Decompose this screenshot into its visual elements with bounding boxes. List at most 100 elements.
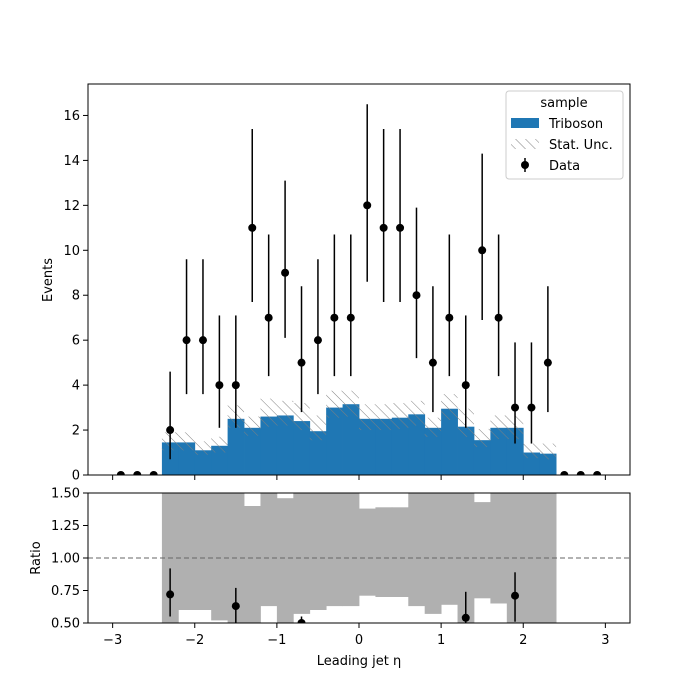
stat-unc-band: [490, 415, 507, 440]
triboson-bar: [473, 440, 491, 475]
main-y-tick-label: 10: [63, 244, 80, 259]
stat-unc-band: [424, 417, 442, 437]
main-y-tick-label: 6: [72, 334, 80, 349]
stat-unc-band: [260, 398, 277, 427]
ratio-y-tick-label: 1.25: [51, 519, 80, 534]
triboson-bar: [227, 418, 245, 475]
ratio-unc-band: [473, 502, 491, 599]
legend-label-stat-unc: Stat. Unc.: [549, 138, 613, 153]
x-tick-label: −2: [185, 633, 204, 648]
data-point: [379, 223, 388, 232]
ratio-unc-band: [375, 507, 393, 597]
ratio-unc-band: [309, 493, 327, 610]
legend-title: sample: [540, 96, 587, 111]
triboson-bar: [260, 416, 278, 475]
ratio-y-axis-title: Ratio: [29, 541, 44, 574]
ratio-y-tick-label: 1.00: [51, 552, 80, 567]
data-point: [297, 358, 306, 367]
main-y-tick-label: 0: [72, 469, 80, 484]
data-point: [593, 471, 602, 475]
ratio-point: [297, 619, 306, 623]
ratio-point: [461, 613, 470, 622]
data-point: [428, 358, 437, 367]
triboson-bar: [359, 418, 376, 475]
legend: sample Triboson Stat. Unc. Data: [505, 90, 624, 180]
data-point: [494, 313, 503, 322]
stat-unc-band: [293, 403, 310, 431]
triboson-bar: [244, 427, 261, 475]
ratio-point: [166, 590, 175, 599]
x-tick-label: 0: [355, 633, 363, 648]
stat-unc-band: [539, 443, 557, 460]
data-point: [576, 471, 585, 475]
stat-unc-band: [408, 400, 425, 426]
stat-unc-band: [441, 394, 458, 420]
stat-unc-band: [391, 403, 409, 429]
triboson-bar: [326, 407, 343, 475]
stat-unc-band: [342, 390, 359, 417]
data-point: [445, 313, 454, 322]
x-tick-label: −1: [267, 633, 286, 648]
main-y-tick-label: 14: [63, 154, 80, 169]
ratio-unc-band: [326, 493, 343, 607]
ratio-unc-band: [342, 493, 360, 607]
ratio-unc-band: [424, 493, 442, 614]
data-point: [363, 201, 372, 210]
data-point: [182, 336, 191, 345]
ratio-unc-band: [408, 493, 426, 607]
ratio-unc-band: [391, 507, 409, 597]
ratio-plot-area: [88, 493, 630, 623]
ratio-unc-band: [244, 506, 261, 623]
ratio-unc-band: [194, 493, 212, 610]
stat-unc-band: [211, 436, 228, 453]
x-tick-label: 3: [601, 633, 609, 648]
triboson-bar: [178, 442, 196, 475]
stat-unc-band: [194, 441, 212, 455]
data-point: [281, 268, 290, 277]
data-point: [330, 313, 339, 322]
main-y-tick-label: 8: [72, 289, 80, 304]
ratio-unc-band: [178, 493, 196, 610]
x-tick-label: −3: [103, 633, 122, 648]
triboson-bar: [342, 404, 360, 475]
stat-unc-band: [326, 390, 343, 418]
triboson-bar: [457, 426, 475, 475]
data-point: [231, 381, 240, 390]
data-point: [149, 471, 158, 475]
legend-label-triboson: Triboson: [548, 117, 603, 132]
triboson-bar: [276, 415, 294, 475]
triboson-bar: [375, 418, 393, 475]
legend-box: [505, 90, 624, 180]
main-y-tick-label: 12: [63, 199, 80, 214]
main-y-tick-label: 16: [63, 109, 80, 124]
main-y-axis-title: Events: [41, 258, 56, 302]
x-tick-label: 1: [437, 633, 445, 648]
data-point: [543, 358, 552, 367]
triboson-bar: [391, 417, 409, 475]
data-point: [461, 381, 470, 390]
triboson-bar: [490, 427, 508, 475]
data-point: [560, 471, 569, 475]
stat-unc-band: [523, 443, 540, 459]
triboson-bar: [194, 450, 212, 475]
x-axis-title: Leading jet η: [317, 654, 402, 669]
ratio-y-tick-label: 1.50: [51, 487, 80, 502]
stat-unc-band: [375, 404, 392, 431]
ratio-y-tick-label: 0.50: [51, 617, 80, 632]
ratio-unc-band: [276, 498, 294, 623]
stat-unc-band: [178, 432, 195, 451]
main-plot-area: [116, 104, 602, 475]
ratio-point: [231, 602, 240, 611]
data-point: [264, 313, 273, 322]
ratio-unc-band: [293, 493, 311, 614]
legend-swatch-data: [521, 161, 529, 169]
data-point: [198, 336, 207, 345]
triboson-bar: [309, 431, 327, 475]
data-point: [527, 403, 536, 412]
ratio-unc-band: [441, 493, 458, 605]
legend-swatch-triboson: [511, 118, 539, 128]
data-point: [478, 246, 487, 255]
stat-unc-band: [309, 415, 327, 441]
